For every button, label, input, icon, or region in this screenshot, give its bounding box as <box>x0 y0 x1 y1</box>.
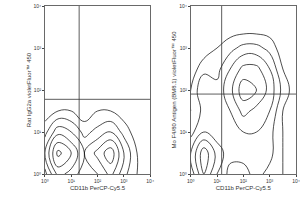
svg-text:10⁰: 10⁰ <box>34 171 42 177</box>
svg-text:10⁰: 10⁰ <box>187 178 195 184</box>
svg-text:10³: 10³ <box>180 45 188 51</box>
svg-text:CD11b PerCP-Cy5.5: CD11b PerCP-Cy5.5 <box>70 185 126 191</box>
svg-text:10¹: 10¹ <box>180 129 188 135</box>
svg-text:10⁴: 10⁴ <box>292 178 300 184</box>
svg-text:CD11b PerCP-Cy5.5: CD11b PerCP-Cy5.5 <box>216 185 272 191</box>
svg-text:10²: 10² <box>240 178 248 184</box>
svg-text:10³: 10³ <box>266 178 274 184</box>
svg-text:10²: 10² <box>180 87 188 93</box>
svg-text:10¹: 10¹ <box>68 178 76 184</box>
svg-text:10⁴: 10⁴ <box>146 178 154 184</box>
svg-text:10²: 10² <box>34 87 42 93</box>
svg-text:Rat IgG2a violetFluor™ 450: Rat IgG2a violetFluor™ 450 <box>26 52 32 127</box>
svg-text:10⁴: 10⁴ <box>33 3 41 9</box>
svg-text:10³: 10³ <box>120 178 128 184</box>
svg-text:Mo F4/80 Antigen (BM8.1) viole: Mo F4/80 Antigen (BM8.1) violetFluor™ 45… <box>171 31 177 149</box>
svg-text:10¹: 10¹ <box>213 178 221 184</box>
svg-text:10⁰: 10⁰ <box>41 178 49 184</box>
svg-text:10⁰: 10⁰ <box>179 171 187 177</box>
svg-text:10³: 10³ <box>34 45 42 51</box>
svg-text:10⁴: 10⁴ <box>179 3 187 9</box>
svg-text:10²: 10² <box>94 178 102 184</box>
svg-text:10¹: 10¹ <box>34 129 42 135</box>
